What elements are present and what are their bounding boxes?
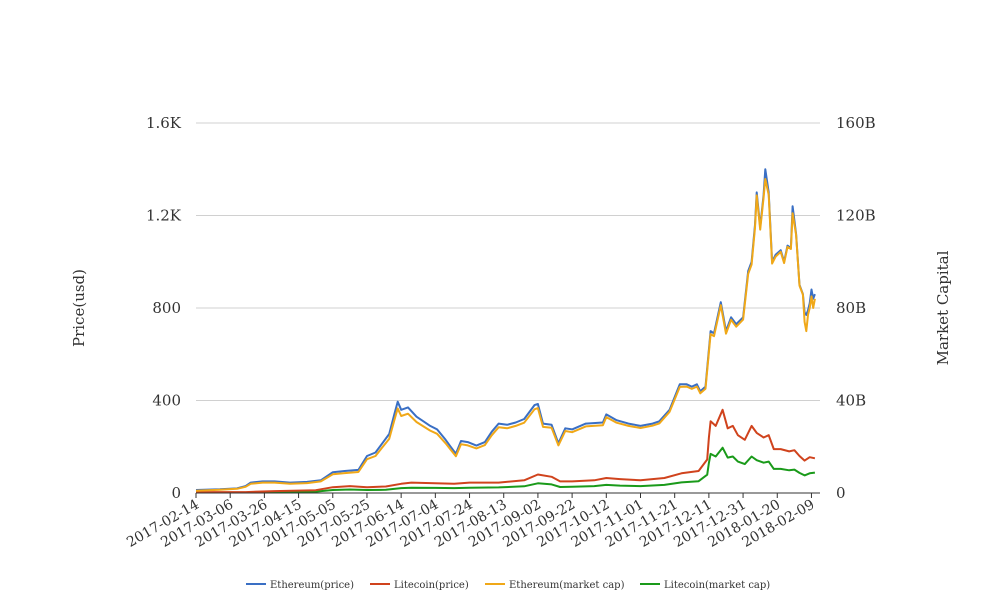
y-tick-label: 800 bbox=[152, 299, 181, 317]
y2-axis-title: Market Capital bbox=[934, 250, 952, 365]
series-line-litecoin-market-cap bbox=[196, 446, 816, 494]
legend-item: Ethereum(price) bbox=[246, 580, 354, 591]
y2-tick-label: 120B bbox=[836, 207, 876, 225]
legend-item: Litecoin(market cap) bbox=[640, 580, 770, 591]
legend-item: Litecoin(price) bbox=[370, 580, 469, 591]
y2-tick-label: 160B bbox=[836, 114, 876, 132]
right-axis-ticks: 0 40B 80B 120B 160B bbox=[836, 114, 876, 502]
legend-label: Litecoin(market cap) bbox=[664, 580, 770, 591]
legend-item: Ethereum(market cap) bbox=[485, 580, 625, 591]
series-line-ethereum-price bbox=[195, 168, 816, 491]
series-line-ethereum-market-cap bbox=[195, 178, 816, 492]
y2-tick-label: 80B bbox=[836, 299, 866, 317]
y2-tick-label: 40B bbox=[836, 392, 866, 410]
x-axis-ticks: 2017-02-142017-03-062017-03-262017-04-15… bbox=[124, 493, 817, 551]
y-tick-label: 1.6K bbox=[146, 114, 182, 132]
y-tick-label: 0 bbox=[171, 484, 181, 502]
y2-tick-label: 0 bbox=[836, 484, 846, 502]
series-lines bbox=[195, 168, 816, 494]
legend-label: Ethereum(price) bbox=[270, 580, 354, 591]
left-axis-ticks: 0 400 800 1.2K 1.6K bbox=[146, 114, 182, 502]
legend: Ethereum(price) Litecoin(price) Ethereum(m… bbox=[246, 580, 770, 591]
legend-label: Litecoin(price) bbox=[394, 580, 469, 591]
y-tick-label: 400 bbox=[152, 392, 181, 410]
y-axis-title: Price(usd) bbox=[70, 269, 88, 347]
legend-label: Ethereum(market cap) bbox=[509, 580, 625, 591]
gridlines bbox=[196, 122, 820, 401]
y-tick-label: 1.2K bbox=[146, 207, 182, 225]
series-line-litecoin-price bbox=[196, 408, 816, 494]
